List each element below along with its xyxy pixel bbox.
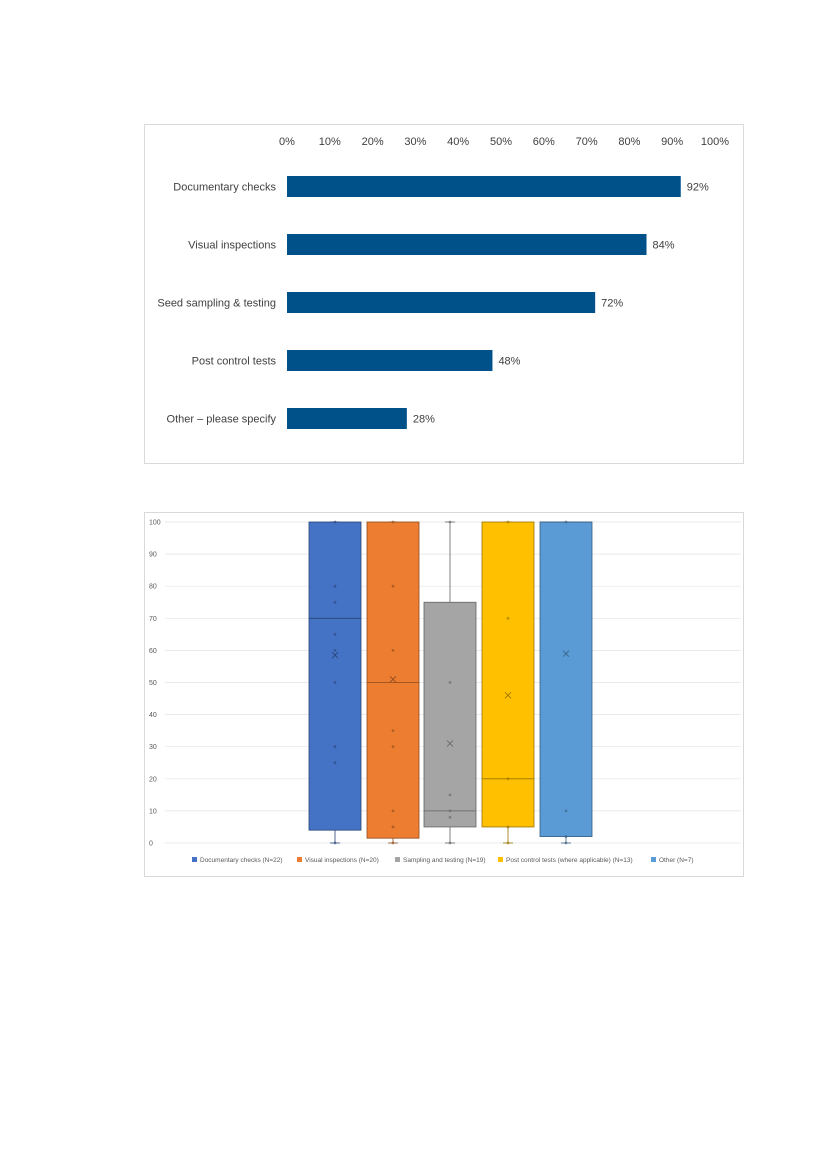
data-point	[506, 520, 510, 524]
data-label: 84%	[653, 240, 675, 252]
data-point	[333, 745, 337, 749]
bar	[287, 350, 493, 371]
bar	[287, 292, 596, 313]
data-point	[448, 520, 452, 524]
data-point	[391, 825, 395, 829]
y-tick-label: 10	[149, 808, 157, 815]
legend-label: Other (N=7)	[659, 857, 694, 864]
category-label: Post control tests	[192, 356, 277, 368]
legend-swatch	[395, 857, 400, 862]
data-point	[448, 815, 452, 819]
box-plot-canvas: 0 10 20 30 40 50 60 70 80 90 100 Documentary checks…	[149, 520, 741, 864]
y-tick-label: 20	[149, 776, 157, 783]
mean-marker	[562, 650, 570, 657]
legend-swatch	[192, 857, 197, 862]
legend-label: Visual inspections (N=20)	[305, 857, 379, 864]
category-label: Seed sampling & testing	[157, 298, 276, 310]
data-point	[448, 681, 452, 684]
data-label: 28%	[413, 414, 435, 426]
data-point	[391, 520, 395, 524]
data-point	[506, 825, 510, 829]
box	[481, 521, 535, 828]
x-tick-label: 90%	[661, 136, 683, 148]
box	[423, 601, 477, 828]
legend-label: Sampling and testing (N=19)	[403, 857, 486, 864]
y-tick-label: 30	[149, 744, 157, 751]
data-point	[506, 841, 510, 845]
data-point	[333, 841, 337, 845]
legend-label: Post control tests (where applicable) (N…	[506, 857, 633, 864]
legend-label: Documentary checks (N=22)	[200, 857, 283, 864]
mean-marker	[331, 651, 339, 659]
x-tick-label: 10%	[319, 136, 341, 148]
y-tick-label: 100	[149, 520, 161, 527]
legend-swatch	[498, 857, 503, 862]
data-point	[391, 649, 395, 652]
data-point	[448, 841, 452, 845]
data-point	[506, 777, 510, 781]
bar-chart-canvas: 0% 10% 20% 30% 40% 50% 60% 70% 80% 90% 100% Documen…	[157, 136, 729, 429]
y-tick-label: 40	[149, 712, 157, 719]
data-point	[391, 729, 395, 733]
mean-marker	[446, 740, 454, 747]
box-plot-chart: 0 10 20 30 40 50 60 70 80 90 100 Documentary checks…	[144, 512, 744, 877]
category-label: Visual inspections	[188, 240, 276, 252]
box	[308, 521, 362, 831]
x-tick-label: 50%	[490, 136, 512, 148]
y-tick-label: 90	[149, 552, 157, 559]
data-point	[564, 520, 568, 524]
legend-swatch	[297, 857, 302, 862]
mean-marker	[504, 692, 512, 699]
data-point	[333, 649, 337, 652]
x-tick-label: 60%	[533, 136, 555, 148]
category-label: Documentary checks	[173, 182, 276, 194]
box	[539, 521, 593, 837]
x-tick-label: 40%	[447, 136, 469, 148]
data-point	[333, 761, 337, 765]
data-point	[391, 809, 395, 813]
x-tick-label: 80%	[618, 136, 640, 148]
x-tick-label: 100%	[701, 136, 729, 148]
bar	[287, 176, 681, 197]
data-point	[564, 835, 568, 838]
data-point	[391, 584, 395, 588]
data-point	[333, 632, 337, 636]
data-point	[506, 616, 510, 620]
y-tick-label: 60	[149, 648, 157, 655]
y-tick-label: 70	[149, 616, 157, 623]
data-label: 72%	[601, 298, 623, 310]
legend-swatch	[651, 857, 656, 862]
y-tick-label: 50	[149, 680, 157, 687]
data-point	[333, 584, 337, 588]
bar	[287, 408, 407, 429]
data-label: 48%	[498, 356, 520, 368]
data-point	[333, 681, 337, 684]
data-point	[333, 520, 337, 524]
data-label: 92%	[687, 182, 709, 194]
data-point	[448, 809, 452, 813]
mean-marker	[389, 676, 397, 683]
x-tick-label: 70%	[576, 136, 598, 148]
data-point	[448, 793, 452, 797]
category-label: Other – please specify	[167, 414, 277, 426]
data-point	[391, 745, 395, 749]
box	[366, 521, 420, 839]
x-tick-label: 20%	[362, 136, 384, 148]
data-point	[564, 841, 568, 845]
x-tick-label: 0%	[279, 136, 295, 148]
y-tick-label: 80	[149, 584, 157, 591]
bar	[287, 234, 647, 255]
horizontal-bar-chart: 0% 10% 20% 30% 40% 50% 60% 70% 80% 90% 100% Documen…	[144, 124, 744, 464]
data-point	[564, 809, 568, 813]
y-tick-label: 0	[149, 841, 153, 848]
data-point	[333, 600, 337, 604]
x-tick-label: 30%	[404, 136, 426, 148]
data-point	[391, 841, 395, 845]
